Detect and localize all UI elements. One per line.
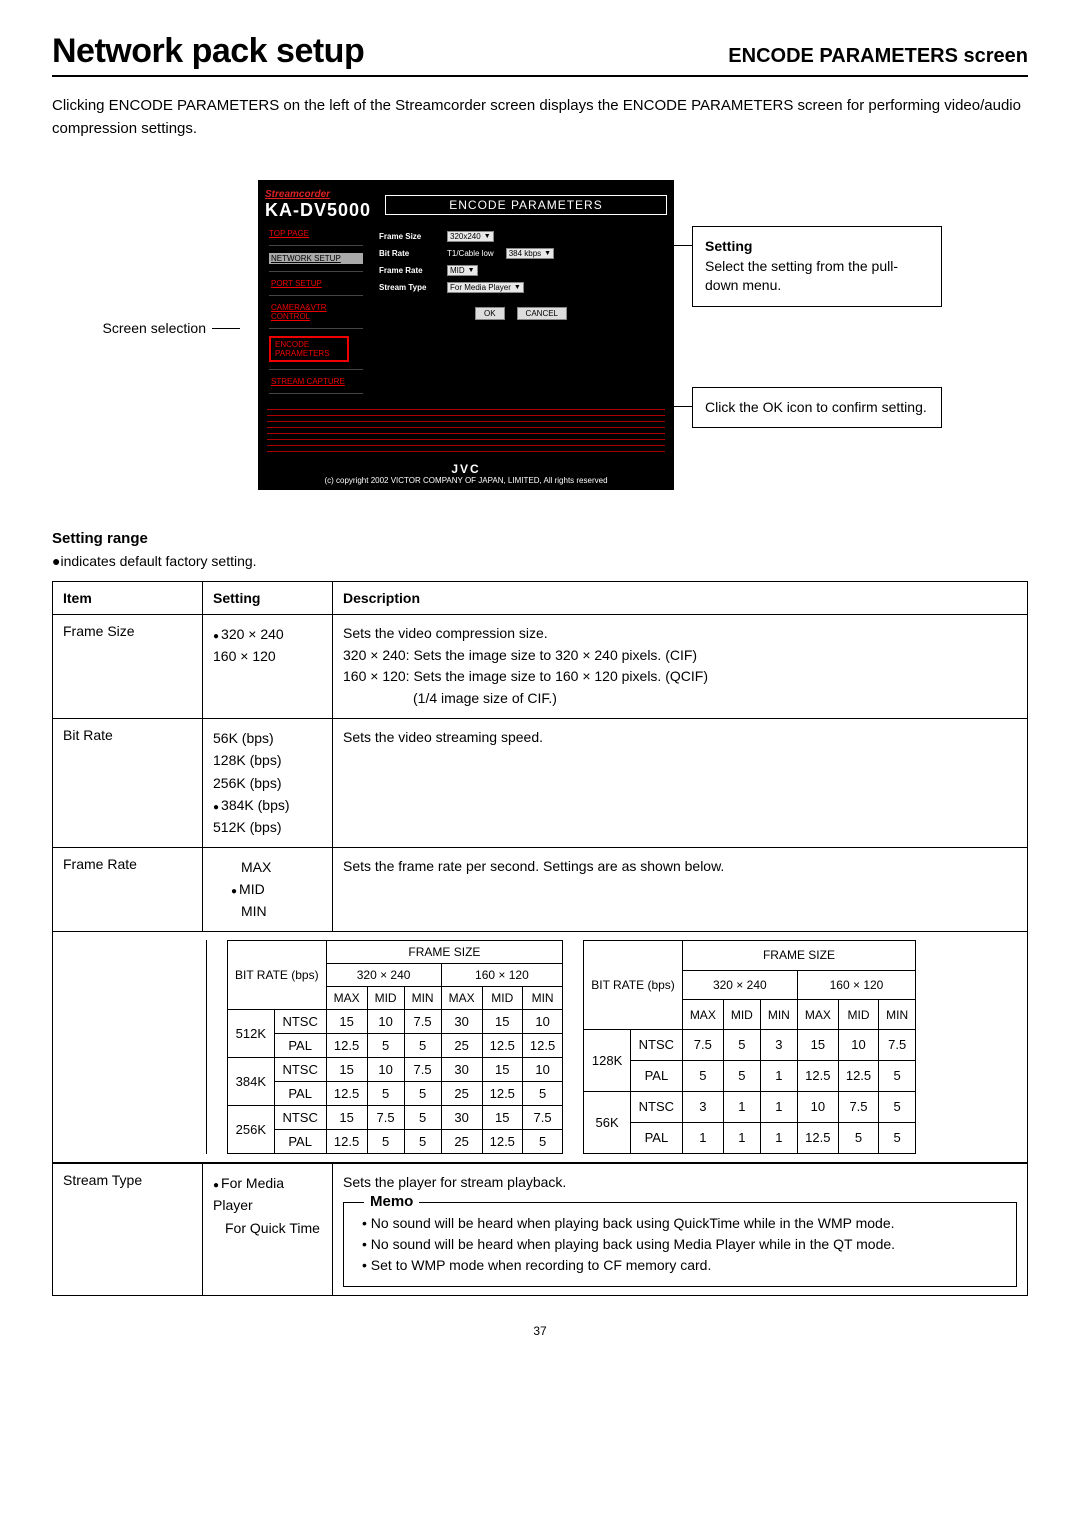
intro-text: Clicking ENCODE PARAMETERS on the left o…	[52, 95, 1028, 140]
screenshot-footer: JVC (c) copyright 2002 VICTOR COMPANY OF…	[259, 456, 673, 489]
memo-title: Memo	[364, 1193, 419, 1210]
setting-range-heading: Setting range	[52, 530, 1028, 547]
nav-top-page[interactable]: TOP PAGE	[269, 229, 363, 238]
col-setting: Setting	[203, 582, 333, 615]
nav-stream-capture[interactable]: STREAM CAPTURE	[269, 377, 363, 386]
form-label-stream-type: Stream Type	[379, 283, 439, 292]
page-title: Network pack setup	[52, 32, 364, 71]
nav-port-setup[interactable]: PORT SETUP	[269, 279, 363, 288]
memo-box: Memo No sound will be heard when playing…	[343, 1202, 1017, 1287]
memo-item: Set to WMP mode when recording to CF mem…	[362, 1255, 1002, 1276]
col-item: Item	[53, 582, 203, 615]
callout-column: Setting Select the setting from the pull…	[692, 180, 942, 428]
cancel-button[interactable]: CANCEL	[517, 307, 567, 320]
brand-streamcorder: Streamcorder	[265, 189, 373, 200]
callout-ok-body: Click the OK icon to confirm setting.	[705, 398, 929, 418]
screen-subtitle: ENCODE PARAMETERS screen	[728, 45, 1028, 68]
callout-setting: Setting Select the setting from the pull…	[692, 226, 942, 307]
screenshot-left-label: Screen selection	[52, 180, 240, 336]
frame-rate-desc: Sets the frame rate per second. Settings…	[333, 847, 1028, 931]
decorative-stripes	[259, 404, 673, 456]
screenshot-form: Frame Size 320x240▼ Bit Rate T1/Cable lo…	[369, 225, 673, 404]
copyright-line: (c) copyright 2002 VICTOR COMPANY OF JAP…	[259, 476, 673, 485]
leader-line	[212, 328, 240, 329]
select-stream-type[interactable]: For Media Player▼	[447, 282, 524, 293]
stream-type-settings: For Media Player For Quick Time	[203, 1163, 333, 1295]
settings-table: Item Setting Description Frame Size 320 …	[52, 581, 1028, 932]
callout-setting-body: Select the setting from the pull-down me…	[705, 257, 929, 296]
frame-rate-tables-row: BIT RATE (bps) FRAME SIZE 320 × 240 160 …	[52, 932, 1028, 1163]
col-description: Description	[333, 582, 1028, 615]
row-frame-size: Frame Size 320 × 240 160 × 120 Sets the …	[53, 615, 1028, 719]
jvc-logo: JVC	[259, 462, 673, 476]
stream-type-desc: Sets the player for stream playback. Mem…	[333, 1163, 1028, 1295]
bit-rate-settings: 56K (bps) 128K (bps) 256K (bps) 384K (bp…	[203, 718, 333, 847]
panel-title: ENCODE PARAMETERS	[385, 195, 667, 215]
model-name: KA-DV5000	[265, 200, 373, 221]
screenshot-section: Screen selection Streamcorder KA-DV5000 …	[52, 180, 1028, 490]
bit-rate-item: Bit Rate	[53, 718, 203, 847]
row-stream-type: Stream Type For Media Player For Quick T…	[53, 1163, 1028, 1295]
setting-range-note: ●indicates default factory setting.	[52, 553, 1028, 569]
stream-type-item: Stream Type	[53, 1163, 203, 1295]
row-frame-rate: Frame Rate MAX MID MIN Sets the frame ra…	[53, 847, 1028, 931]
settings-table-cont: Stream Type For Media Player For Quick T…	[52, 1163, 1028, 1296]
page-number: 37	[52, 1324, 1028, 1338]
memo-item: No sound will be heard when playing back…	[362, 1213, 1002, 1234]
screenshot-nav: TOP PAGE NETWORK SETUP PORT SETUP CAMERA…	[259, 225, 369, 404]
screen-selection-label: Screen selection	[102, 320, 206, 336]
frame-rate-settings: MAX MID MIN	[203, 847, 333, 931]
form-label-frame-size: Frame Size	[379, 232, 439, 241]
select-frame-size[interactable]: 320x240▼	[447, 231, 494, 242]
bit-rate-desc: Sets the video streaming speed.	[333, 718, 1028, 847]
nav-encode-parameters[interactable]: ENCODE PARAMETERS	[269, 336, 349, 362]
memo-item: No sound will be heard when playing back…	[362, 1234, 1002, 1255]
ok-button[interactable]: OK	[475, 307, 505, 320]
bit-rate-sublabel: T1/Cable low	[447, 249, 494, 258]
frame-rate-table-left: BIT RATE (bps) FRAME SIZE 320 × 240 160 …	[227, 940, 563, 1154]
frame-size-settings: 320 × 240 160 × 120	[203, 615, 333, 719]
select-bit-rate[interactable]: 384 kbps▼	[506, 248, 554, 259]
row-bit-rate: Bit Rate 56K (bps) 128K (bps) 256K (bps)…	[53, 718, 1028, 847]
frame-size-item: Frame Size	[53, 615, 203, 719]
nav-camera-vtr[interactable]: CAMERA&VTR CONTROL	[269, 303, 363, 321]
frame-rate-item: Frame Rate	[53, 847, 203, 931]
streamcorder-screenshot: Streamcorder KA-DV5000 ENCODE PARAMETERS…	[258, 180, 674, 490]
nav-network-setup[interactable]: NETWORK SETUP	[269, 253, 363, 264]
callout-setting-title: Setting	[705, 237, 929, 257]
form-label-bit-rate: Bit Rate	[379, 249, 439, 258]
select-frame-rate[interactable]: MID▼	[447, 265, 478, 276]
callout-ok: Click the OK icon to confirm setting.	[692, 387, 942, 429]
frame-rate-table-right: BIT RATE (bps) FRAME SIZE 320 × 240 160 …	[583, 940, 916, 1154]
frame-size-desc: Sets the video compression size. 320 × 2…	[333, 615, 1028, 719]
page-header: Network pack setup ENCODE PARAMETERS scr…	[52, 32, 1028, 77]
form-label-frame-rate: Frame Rate	[379, 266, 439, 275]
